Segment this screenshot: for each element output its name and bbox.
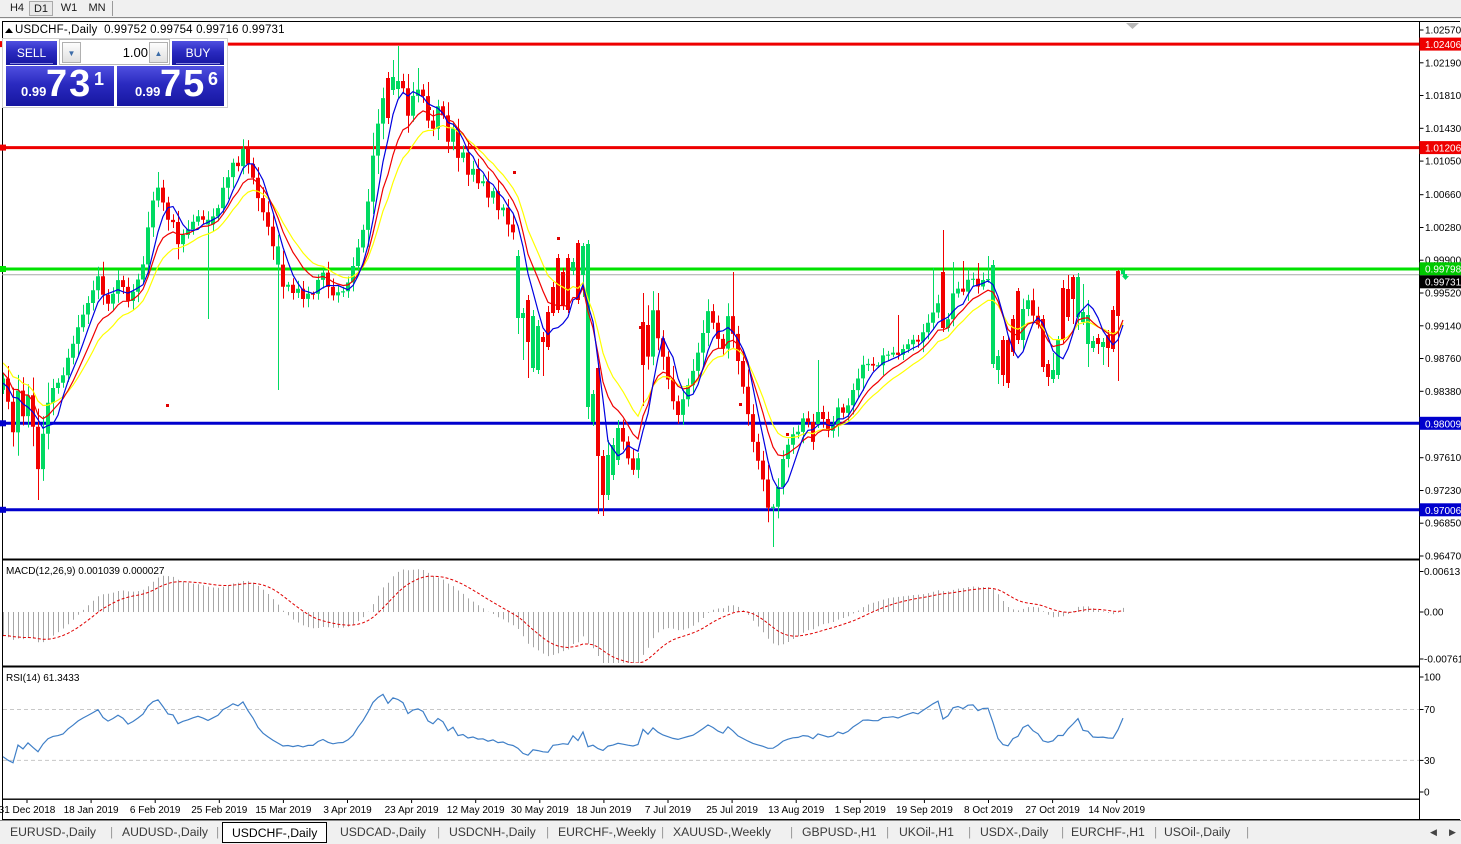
- svg-text:0.98380: 0.98380: [1425, 387, 1461, 398]
- svg-text:1.02406: 1.02406: [1425, 40, 1461, 51]
- svg-text:-0.007612: -0.007612: [1424, 655, 1461, 666]
- svg-text:0.96470: 0.96470: [1425, 552, 1461, 563]
- svg-text:14 Nov 2019: 14 Nov 2019: [1088, 805, 1145, 816]
- svg-text:30: 30: [1424, 756, 1436, 767]
- svg-text:1.00660: 1.00660: [1425, 190, 1461, 201]
- svg-text:0.97610: 0.97610: [1425, 453, 1461, 464]
- svg-text:1.01206: 1.01206: [1425, 144, 1461, 155]
- svg-text:25 Feb 2019: 25 Feb 2019: [191, 805, 248, 816]
- svg-text:0.97230: 0.97230: [1425, 486, 1461, 497]
- svg-text:0.99520: 0.99520: [1425, 289, 1461, 300]
- svg-text:1.01430: 1.01430: [1425, 124, 1461, 135]
- svg-text:6 Feb 2019: 6 Feb 2019: [130, 805, 181, 816]
- svg-text:1.01050: 1.01050: [1425, 157, 1461, 168]
- svg-text:7 Jul 2019: 7 Jul 2019: [645, 805, 692, 816]
- svg-text:100: 100: [1424, 673, 1441, 684]
- svg-text:0.97006: 0.97006: [1425, 506, 1461, 517]
- svg-text:18 Jan 2019: 18 Jan 2019: [64, 805, 119, 816]
- svg-text:1.01810: 1.01810: [1425, 91, 1461, 102]
- svg-text:1 Sep 2019: 1 Sep 2019: [835, 805, 887, 816]
- svg-text:1.02570: 1.02570: [1425, 26, 1461, 37]
- svg-text:70: 70: [1424, 705, 1436, 716]
- svg-text:15 Mar 2019: 15 Mar 2019: [255, 805, 312, 816]
- svg-text:MACD(12,26,9) 0.001039 0.00002: MACD(12,26,9) 0.001039 0.000027: [6, 566, 165, 577]
- svg-text:0.99798: 0.99798: [1425, 264, 1461, 275]
- svg-text:19 Sep 2019: 19 Sep 2019: [896, 805, 953, 816]
- svg-text:0.99140: 0.99140: [1425, 321, 1461, 332]
- svg-text:23 Apr 2019: 23 Apr 2019: [385, 805, 439, 816]
- svg-text:12 May 2019: 12 May 2019: [447, 805, 505, 816]
- svg-text:0.99900: 0.99900: [1425, 256, 1461, 267]
- svg-text:18 Jun 2019: 18 Jun 2019: [576, 805, 631, 816]
- svg-text:0.00613: 0.00613: [1424, 567, 1461, 578]
- svg-text:0.96850: 0.96850: [1425, 519, 1461, 530]
- svg-text:1.02190: 1.02190: [1425, 58, 1461, 69]
- svg-text:0: 0: [1424, 788, 1430, 799]
- svg-text:27 Oct 2019: 27 Oct 2019: [1025, 805, 1080, 816]
- svg-text:RSI(14) 61.3433: RSI(14) 61.3433: [6, 673, 80, 684]
- svg-text:31 Dec 2018: 31 Dec 2018: [0, 805, 56, 816]
- svg-text:1.00280: 1.00280: [1425, 223, 1461, 234]
- svg-text:0.99731: 0.99731: [1425, 277, 1461, 288]
- svg-text:30 May 2019: 30 May 2019: [511, 805, 569, 816]
- svg-text:0.98760: 0.98760: [1425, 354, 1461, 365]
- svg-text:0.98009: 0.98009: [1425, 419, 1461, 430]
- svg-text:13 Aug 2019: 13 Aug 2019: [768, 805, 825, 816]
- svg-text:8 Oct 2019: 8 Oct 2019: [964, 805, 1013, 816]
- svg-text:25 Jul 2019: 25 Jul 2019: [706, 805, 758, 816]
- svg-text:3 Apr 2019: 3 Apr 2019: [323, 805, 372, 816]
- svg-text:0.00: 0.00: [1424, 608, 1444, 619]
